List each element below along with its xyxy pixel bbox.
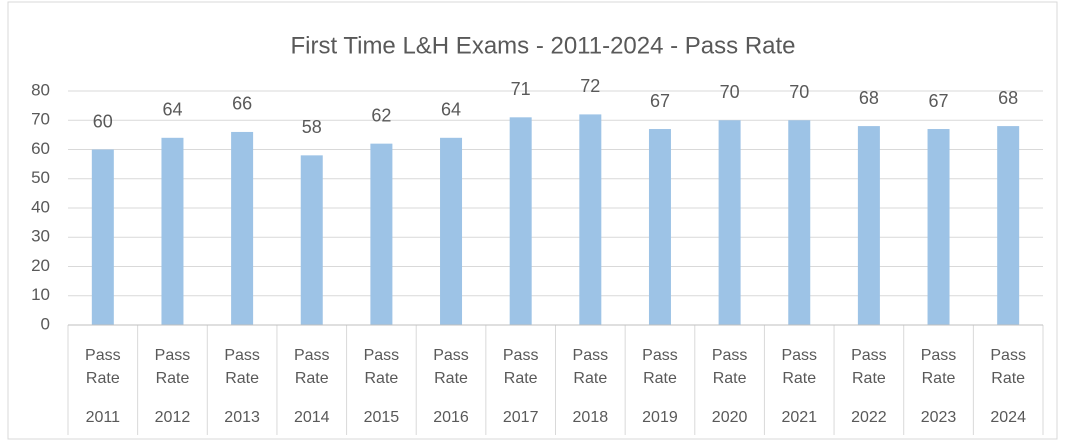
bar (648, 129, 671, 325)
x-sub-label: Pass Rate (921, 347, 957, 387)
y-tick-label: 30 (31, 227, 50, 246)
bar (927, 129, 950, 325)
data-label: 70 (720, 82, 740, 102)
bar (788, 120, 811, 325)
x-tick-label: 2015 (364, 409, 400, 426)
x-tick-label: 2020 (712, 409, 748, 426)
bar (579, 114, 602, 326)
data-label: 70 (789, 82, 809, 102)
x-tick-label: 2019 (642, 409, 678, 426)
bar (370, 143, 393, 325)
y-tick-label: 70 (31, 110, 50, 129)
x-sub-label: Pass Rate (712, 347, 748, 387)
bar (91, 149, 114, 325)
x-sub-label: Pass Rate (155, 347, 191, 387)
x-sub-label: Pass Rate (851, 347, 887, 387)
x-sub-label: Pass Rate (573, 347, 609, 387)
bar (509, 117, 532, 325)
y-tick-label: 40 (31, 197, 50, 216)
chart-title: First Time L&H Exams - 2011-2024 - Pass … (290, 32, 795, 59)
bar (161, 137, 184, 325)
y-tick-label: 60 (31, 139, 50, 158)
y-tick-label: 50 (31, 168, 50, 187)
x-sub-label: Pass Rate (990, 347, 1026, 387)
x-tick-label: 2016 (433, 409, 469, 426)
data-label: 64 (441, 100, 461, 120)
data-label: 68 (859, 88, 879, 108)
data-label: 58 (302, 117, 322, 137)
x-sub-label: Pass Rate (224, 347, 260, 387)
bar (231, 131, 254, 325)
data-label: 67 (929, 91, 949, 111)
bar (857, 126, 880, 325)
x-tick-label: 2011 (86, 409, 121, 426)
bar (440, 137, 463, 325)
data-label: 68 (998, 88, 1018, 108)
x-tick-label: 2017 (503, 409, 539, 426)
x-sub-label: Pass Rate (642, 347, 678, 387)
y-tick-label: 20 (31, 256, 50, 275)
x-sub-label: Pass Rate (364, 347, 400, 387)
y-tick-label: 10 (31, 285, 50, 304)
x-sub-label: Pass Rate (85, 347, 121, 387)
x-tick-label: 2022 (851, 409, 887, 426)
x-sub-label: Pass Rate (433, 347, 469, 387)
x-tick-label: 2012 (155, 409, 191, 426)
x-tick-label: 2021 (781, 409, 817, 426)
data-label: 60 (93, 111, 113, 131)
x-tick-label: 2013 (224, 409, 260, 426)
y-tick-label: 0 (41, 314, 50, 333)
x-tick-label: 2023 (921, 409, 957, 426)
x-sub-label: Pass Rate (781, 347, 817, 387)
data-label: 67 (650, 91, 670, 111)
data-label: 71 (511, 79, 531, 99)
bar (300, 155, 323, 325)
data-label: 66 (232, 94, 252, 114)
bar (718, 120, 741, 325)
x-tick-label: 2018 (573, 409, 609, 426)
x-sub-label: Pass Rate (503, 347, 539, 387)
bar (997, 126, 1020, 325)
y-tick-label: 80 (31, 80, 50, 99)
data-label: 62 (371, 105, 391, 125)
data-label: 64 (162, 100, 182, 120)
x-sub-label: Pass Rate (294, 347, 330, 387)
x-tick-label: 2014 (294, 409, 330, 426)
x-tick-label: 2024 (990, 409, 1026, 426)
data-label: 72 (580, 76, 600, 96)
